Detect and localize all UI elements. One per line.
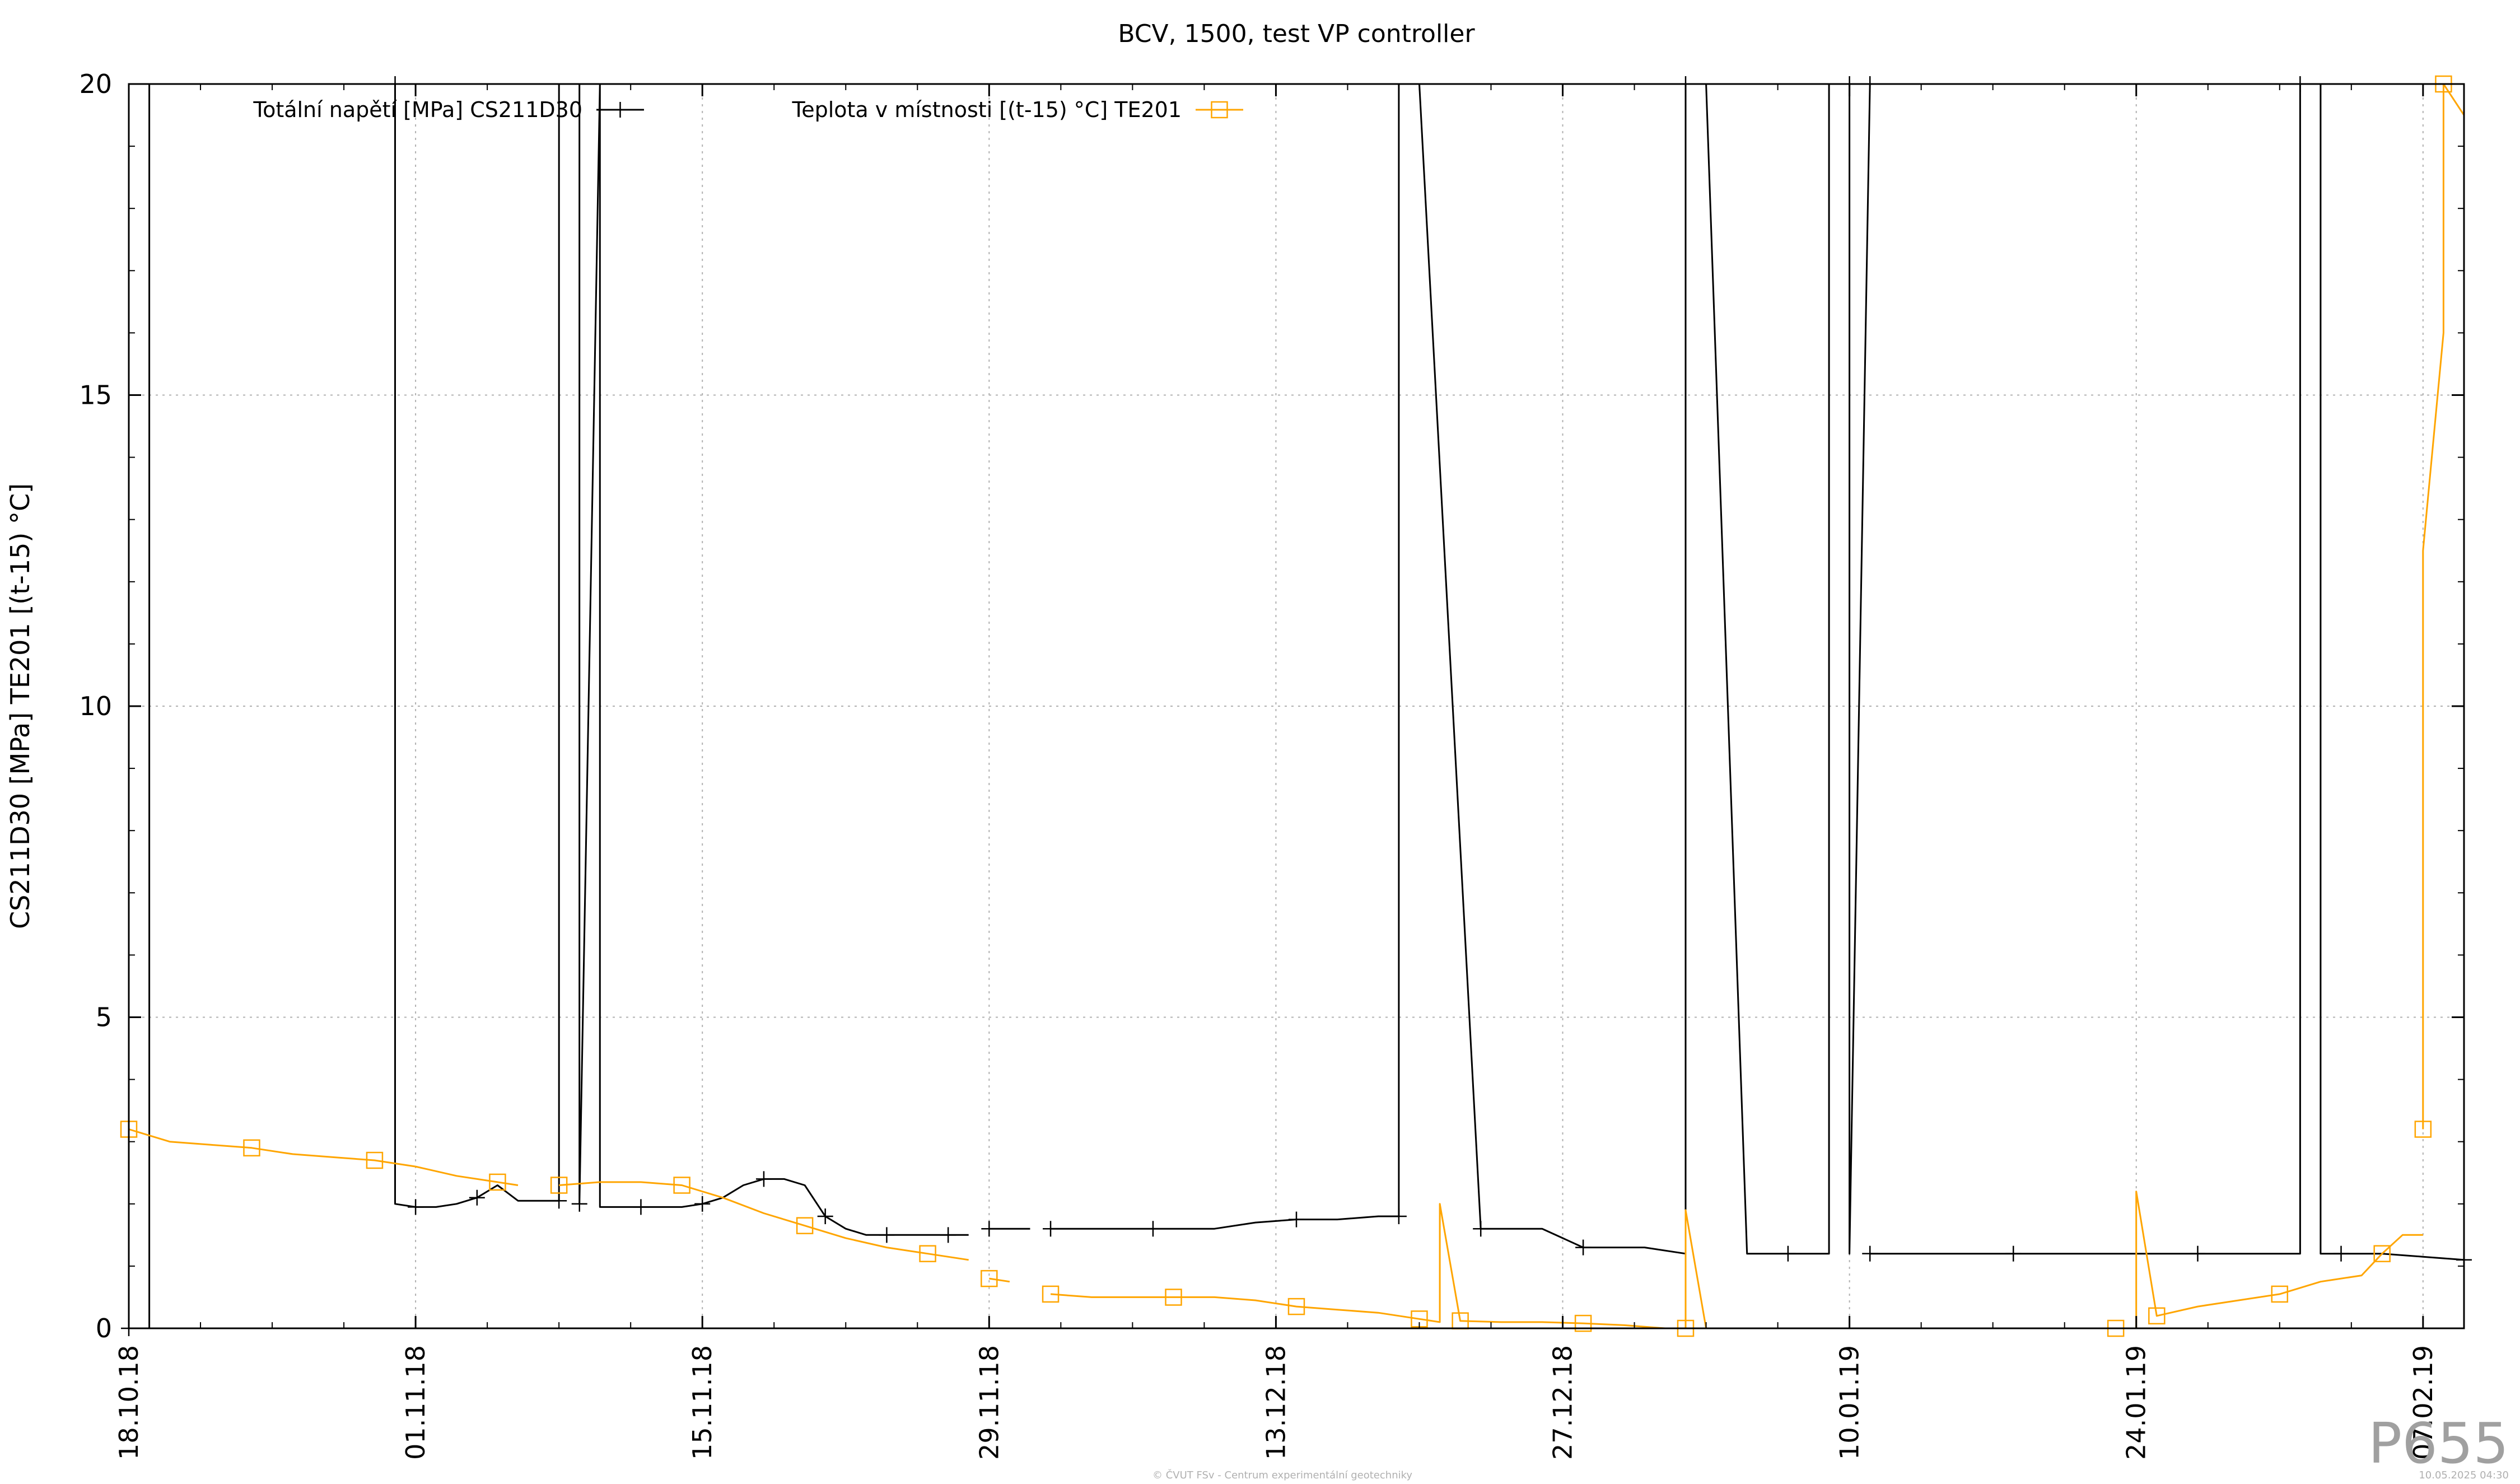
series-line xyxy=(2422,83,2465,1130)
series-point xyxy=(1043,1221,1059,1237)
series-point xyxy=(2333,1245,2349,1262)
x-tick-label: 15.11.18 xyxy=(687,1345,717,1460)
series-point xyxy=(1165,1289,1182,1306)
series-point xyxy=(1145,1221,1161,1237)
series-point xyxy=(366,1151,384,1169)
series-point xyxy=(2005,1245,2022,1262)
series-line xyxy=(1051,83,1871,1255)
series-point xyxy=(879,1227,895,1243)
series-point xyxy=(243,1139,260,1157)
series-point xyxy=(694,1196,711,1212)
x-tick-label: 24.01.19 xyxy=(2121,1345,2152,1460)
x-tick-label: 01.11.18 xyxy=(400,1345,431,1460)
series-point xyxy=(469,1189,485,1206)
series-point xyxy=(2148,1307,2166,1325)
series-point xyxy=(1289,1211,1304,1228)
series-point xyxy=(1287,1298,1305,1315)
chart-title: BCV, 1500, test VP controller xyxy=(1118,20,1475,48)
series-line xyxy=(128,1128,519,1186)
series-line xyxy=(989,1277,1010,1283)
series-point xyxy=(817,1208,833,1225)
series-point xyxy=(919,1245,936,1262)
x-tick-label: 13.12.18 xyxy=(1261,1345,1291,1460)
y-tick-label: 0 xyxy=(96,1313,112,1343)
series-point xyxy=(633,1199,649,1215)
axis-ticks: 0 5 10 15 20 18.10.18 01.11.18 15.11.18 29.11.18… xyxy=(79,69,2464,1460)
series-point xyxy=(2190,1245,2206,1262)
series-point xyxy=(2414,1121,2432,1138)
y-axis-label: CS211D30 [MPa] TE201 [(t-15) °C] xyxy=(5,483,35,929)
series-line xyxy=(129,83,969,1329)
series-point xyxy=(1574,1314,1592,1332)
grid xyxy=(128,84,2464,1328)
series-point xyxy=(2271,1285,2289,1303)
series-point xyxy=(2373,1245,2391,1262)
series-point xyxy=(940,1227,956,1243)
series-point xyxy=(1575,1239,1592,1256)
series-1 xyxy=(120,75,2465,1337)
series-point xyxy=(1780,1245,1796,1262)
series-point xyxy=(981,1270,998,1287)
series-line xyxy=(1870,83,2465,1261)
series-point xyxy=(571,1196,587,1212)
series-line xyxy=(559,1181,969,1261)
y-tick-label: 20 xyxy=(79,69,112,99)
y-tick-label: 15 xyxy=(79,380,112,410)
series-line xyxy=(2116,1191,2423,1329)
footer-timestamp: 10.05.2025 04:30 xyxy=(2419,1469,2509,1481)
legend-label: Totální napětí [MPa] CS211D30 xyxy=(253,97,582,122)
series-point xyxy=(1042,1285,1060,1303)
x-tick-label: 07.02.19 xyxy=(2408,1345,2438,1460)
series-point xyxy=(755,1171,772,1187)
series-point xyxy=(796,1217,814,1234)
footer-copyright: © ČVUT FSv - Centrum experimentální geot… xyxy=(1152,1469,1412,1481)
series-point xyxy=(550,1177,568,1194)
series-point xyxy=(551,1193,567,1209)
y-tick-label: 10 xyxy=(79,691,112,721)
x-tick-label: 27.12.18 xyxy=(1548,1345,1578,1460)
series-line xyxy=(1050,1203,1707,1329)
series-point xyxy=(489,1173,506,1191)
series-point xyxy=(408,1199,424,1215)
series-point xyxy=(1390,1208,1407,1225)
series-point xyxy=(1473,1221,1489,1237)
x-tick-label: 18.10.18 xyxy=(114,1345,144,1460)
series-layer xyxy=(120,75,2472,1337)
series-point xyxy=(981,1221,997,1237)
x-tick-label: 29.11.18 xyxy=(974,1345,1004,1460)
legend-marker xyxy=(612,102,628,118)
legend: Totální napětí [MPa] CS211D30 Teplota v m… xyxy=(253,97,1243,122)
series-point xyxy=(673,1177,690,1194)
x-tick-label: 10.01.19 xyxy=(1835,1345,1865,1460)
legend-label: Teplota v místnosti [(t-15) °C] TE201 xyxy=(791,97,1182,122)
legend-marker xyxy=(1211,101,1228,119)
series-point xyxy=(1862,1245,1878,1262)
y-tick-label: 5 xyxy=(96,1002,112,1033)
series-0 xyxy=(121,76,2472,1336)
watermark: P655 xyxy=(2368,1411,2509,1476)
